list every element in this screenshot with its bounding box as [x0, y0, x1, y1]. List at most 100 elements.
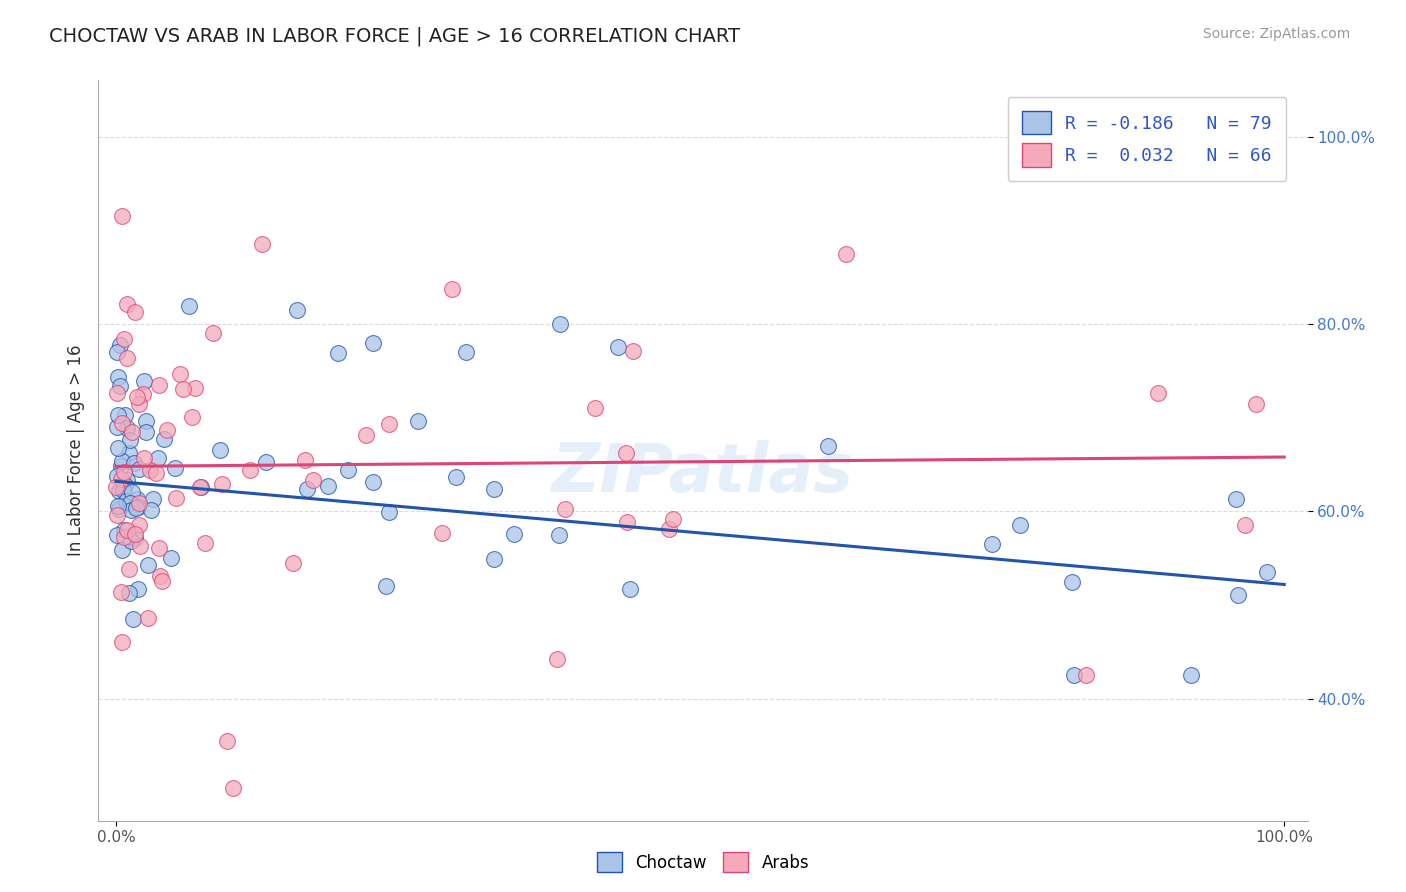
Choctaw [446, 470, 468, 484]
Arabs [430, 526, 453, 541]
Arabs [546, 652, 568, 666]
Arabs [110, 473, 132, 487]
Choctaw [1063, 668, 1085, 682]
Choctaw [484, 483, 506, 497]
Choctaw [1008, 518, 1031, 533]
Choctaw [1226, 588, 1249, 602]
Arabs [136, 611, 159, 625]
Arabs [835, 246, 858, 260]
Arabs [658, 522, 681, 536]
Arabs [215, 734, 238, 748]
Arabs [194, 536, 217, 550]
Arabs [239, 463, 262, 477]
Arabs [165, 491, 187, 505]
Arabs [105, 385, 128, 400]
Arabs [148, 378, 170, 392]
Choctaw [295, 482, 318, 496]
Choctaw [482, 552, 505, 566]
Choctaw [125, 491, 148, 506]
Choctaw [112, 523, 135, 537]
Arabs [124, 527, 146, 541]
Arabs [250, 237, 273, 252]
Choctaw [118, 433, 141, 447]
Choctaw [107, 408, 129, 422]
Choctaw [361, 335, 384, 350]
Choctaw [503, 527, 526, 541]
Arabs [1234, 517, 1257, 532]
Choctaw [406, 414, 429, 428]
Choctaw [163, 461, 186, 475]
Choctaw [135, 414, 157, 428]
Arabs [128, 518, 150, 533]
Choctaw [139, 503, 162, 517]
Choctaw [135, 425, 157, 439]
Choctaw [105, 344, 128, 359]
Choctaw [1256, 566, 1278, 580]
Choctaw [122, 456, 145, 470]
Arabs [621, 344, 644, 359]
Choctaw [374, 579, 396, 593]
Choctaw [361, 475, 384, 490]
Text: CHOCTAW VS ARAB IN LABOR FORCE | AGE > 16 CORRELATION CHART: CHOCTAW VS ARAB IN LABOR FORCE | AGE > 1… [49, 27, 740, 46]
Arabs [354, 427, 377, 442]
Choctaw [120, 533, 142, 548]
Choctaw [619, 582, 641, 596]
Choctaw [105, 528, 128, 542]
Choctaw [981, 537, 1004, 551]
Choctaw [548, 528, 571, 542]
Choctaw [136, 558, 159, 573]
Choctaw [127, 582, 149, 596]
Choctaw [111, 483, 134, 498]
Arabs [112, 332, 135, 346]
Choctaw [115, 493, 138, 508]
Y-axis label: In Labor Force | Age > 16: In Labor Force | Age > 16 [66, 344, 84, 557]
Arabs [128, 397, 150, 411]
Choctaw [548, 317, 571, 331]
Choctaw [128, 462, 150, 476]
Arabs [294, 453, 316, 467]
Arabs [145, 466, 167, 480]
Arabs [211, 476, 233, 491]
Choctaw [254, 455, 277, 469]
Choctaw [105, 469, 128, 483]
Choctaw [328, 346, 350, 360]
Arabs [128, 539, 150, 553]
Choctaw [105, 420, 128, 434]
Arabs [121, 425, 143, 439]
Choctaw [607, 340, 630, 354]
Choctaw [115, 473, 138, 487]
Choctaw [120, 496, 142, 510]
Arabs [1244, 397, 1267, 411]
Arabs [184, 380, 207, 394]
Choctaw [108, 502, 131, 516]
Arabs [554, 501, 576, 516]
Arabs [115, 351, 138, 365]
Arabs [112, 466, 135, 480]
Arabs [1147, 386, 1170, 401]
Arabs [150, 574, 173, 588]
Choctaw [177, 299, 200, 313]
Arabs [105, 480, 128, 494]
Choctaw [318, 479, 340, 493]
Choctaw [122, 612, 145, 626]
Choctaw [120, 502, 142, 516]
Choctaw [107, 370, 129, 384]
Choctaw [817, 439, 839, 453]
Arabs [188, 480, 211, 494]
Arabs [1074, 668, 1097, 682]
Choctaw [108, 483, 131, 498]
Arabs [105, 508, 128, 523]
Arabs [128, 496, 150, 510]
Arabs [115, 297, 138, 311]
Text: Source: ZipAtlas.com: Source: ZipAtlas.com [1202, 27, 1350, 41]
Arabs [583, 401, 606, 416]
Choctaw [124, 531, 146, 545]
Choctaw [378, 504, 401, 518]
Arabs [616, 515, 638, 529]
Arabs [118, 562, 141, 576]
Choctaw [111, 454, 134, 468]
Arabs [172, 382, 194, 396]
Arabs [614, 445, 637, 459]
Choctaw [108, 379, 131, 393]
Arabs [134, 450, 156, 465]
